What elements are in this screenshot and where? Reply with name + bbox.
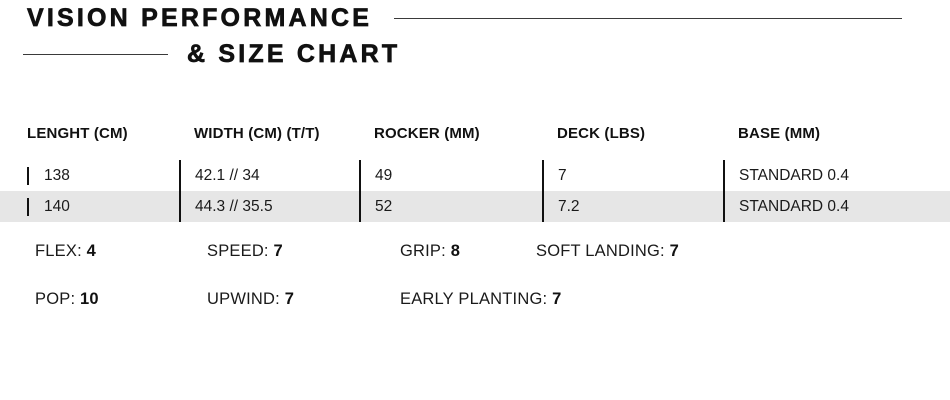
rating-speed-label: SPEED: bbox=[207, 242, 274, 260]
spec-table: LENGHT (CM) WIDTH (CM) (T/T) ROCKER (MM)… bbox=[0, 108, 950, 222]
rating-soft-landing-label: SOFT LANDING: bbox=[536, 242, 670, 260]
rating-upwind-label: UPWIND: bbox=[207, 290, 285, 308]
rating-soft-landing-value: 7 bbox=[669, 242, 679, 260]
table-row: 138 42.1 // 34 49 7 STANDARD 0.4 bbox=[0, 160, 950, 191]
rating-pop-label: POP: bbox=[35, 290, 81, 308]
column-header-rocker-label: ROCKER (MM) bbox=[374, 125, 480, 142]
rating-flex-value: 4 bbox=[86, 242, 97, 260]
cell-deck: 7 bbox=[542, 160, 724, 191]
spec-table-wrapper: LENGHT (CM) WIDTH (CM) (T/T) ROCKER (MM)… bbox=[0, 108, 950, 222]
rating-upwind: UPWIND: 7 bbox=[207, 291, 294, 308]
cell-rocker: 52 bbox=[359, 191, 543, 222]
ratings-row-2: POP: 10 UPWIND: 7 EARLY PLANTING: 7 bbox=[0, 291, 950, 339]
cell-rocker-value: 52 bbox=[375, 197, 393, 215]
rating-grip-value: 8 bbox=[450, 242, 461, 260]
chart-title-block: VISION PERFORMANCE & SIZE CHART bbox=[0, 0, 950, 72]
rating-early-planting-label: EARLY PLANTING: bbox=[400, 290, 553, 308]
cell-length-value: 138 bbox=[27, 166, 179, 185]
rating-early-planting: EARLY PLANTING: 7 bbox=[400, 291, 561, 308]
cell-length-value: 140 bbox=[27, 197, 179, 216]
cell-deck-value: 7 bbox=[558, 166, 567, 184]
rating-pop-value: 10 bbox=[80, 290, 99, 308]
column-header-length-label: LENGHT (CM) bbox=[27, 125, 128, 142]
cell-length: 140 bbox=[0, 191, 180, 222]
cell-base: STANDARD 0.4 bbox=[723, 191, 950, 222]
column-header-base: BASE (MM) bbox=[724, 108, 950, 160]
cell-deck: 7.2 bbox=[542, 191, 724, 222]
cell-width: 42.1 // 34 bbox=[179, 160, 360, 191]
cell-base-value: STANDARD 0.4 bbox=[739, 166, 849, 184]
cell-base: STANDARD 0.4 bbox=[723, 160, 950, 191]
rating-grip-label: GRIP: bbox=[400, 242, 451, 260]
cell-width-value: 42.1 // 34 bbox=[195, 166, 260, 184]
rating-speed: SPEED: 7 bbox=[207, 243, 283, 260]
cell-deck-value: 7.2 bbox=[558, 197, 580, 215]
spec-table-head: LENGHT (CM) WIDTH (CM) (T/T) ROCKER (MM)… bbox=[0, 108, 950, 160]
rating-speed-value: 7 bbox=[273, 242, 283, 260]
cell-base-value: STANDARD 0.4 bbox=[739, 197, 849, 215]
column-header-width-label: WIDTH (CM) (T/T) bbox=[194, 125, 320, 142]
rating-grip: GRIP: 8 bbox=[400, 243, 460, 260]
column-header-base-label: BASE (MM) bbox=[738, 125, 821, 142]
title-rule-left bbox=[23, 53, 168, 55]
rating-upwind-value: 7 bbox=[284, 290, 295, 308]
rating-flex-label: FLEX: bbox=[35, 242, 87, 260]
spec-table-header-row: LENGHT (CM) WIDTH (CM) (T/T) ROCKER (MM)… bbox=[0, 108, 950, 160]
title-line-2-row: & SIZE CHART bbox=[0, 36, 950, 72]
rating-flex: FLEX: 4 bbox=[35, 243, 96, 260]
ratings-row-1: FLEX: 4 SPEED: 7 GRIP: 8 SOFT LANDING: 7 bbox=[0, 243, 950, 291]
column-header-rocker: ROCKER (MM) bbox=[360, 108, 543, 160]
page-title-line-1: VISION PERFORMANCE bbox=[27, 3, 373, 32]
cell-width-value: 44.3 // 35.5 bbox=[195, 197, 273, 215]
cell-rocker-value: 49 bbox=[375, 166, 393, 184]
rating-soft-landing: SOFT LANDING: 7 bbox=[536, 243, 679, 260]
cell-length: 138 bbox=[0, 160, 180, 191]
rating-pop: POP: 10 bbox=[35, 291, 99, 308]
column-header-length: LENGHT (CM) bbox=[0, 108, 180, 160]
cell-rocker: 49 bbox=[359, 160, 543, 191]
rating-early-planting-value: 7 bbox=[552, 290, 562, 308]
column-header-deck-label: DECK (LBS) bbox=[557, 125, 646, 142]
title-line-1-row: VISION PERFORMANCE bbox=[0, 0, 950, 36]
column-header-width: WIDTH (CM) (T/T) bbox=[180, 108, 360, 160]
column-header-deck: DECK (LBS) bbox=[543, 108, 724, 160]
page-title-line-2: & SIZE CHART bbox=[187, 39, 401, 68]
spec-table-body: 138 42.1 // 34 49 7 STANDARD 0.4 140 bbox=[0, 160, 950, 222]
performance-ratings: FLEX: 4 SPEED: 7 GRIP: 8 SOFT LANDING: 7… bbox=[0, 243, 950, 339]
cell-width: 44.3 // 35.5 bbox=[179, 191, 360, 222]
table-row: 140 44.3 // 35.5 52 7.2 STANDARD 0.4 bbox=[0, 191, 950, 222]
title-rule-right bbox=[394, 17, 903, 19]
